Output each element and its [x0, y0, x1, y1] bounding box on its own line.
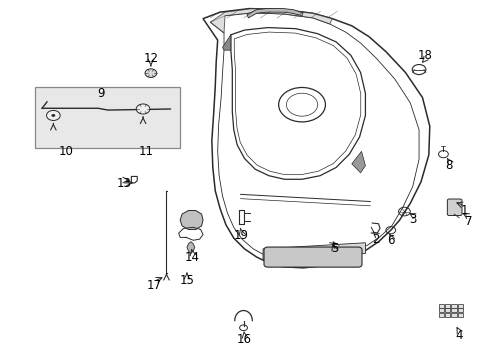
Circle shape — [136, 104, 150, 114]
Text: 13: 13 — [116, 177, 131, 190]
Bar — [457, 313, 462, 317]
Text: 1: 1 — [460, 204, 468, 217]
Text: 14: 14 — [184, 251, 200, 264]
Text: 7: 7 — [464, 215, 471, 228]
Bar — [438, 304, 443, 308]
Text: 8: 8 — [445, 159, 452, 172]
Polygon shape — [351, 151, 365, 173]
Bar — [444, 304, 449, 308]
Polygon shape — [186, 242, 194, 253]
Bar — [457, 309, 462, 312]
Polygon shape — [246, 9, 303, 18]
Polygon shape — [222, 35, 230, 50]
Bar — [35, 87, 180, 148]
Text: 4: 4 — [454, 329, 462, 342]
Text: 9: 9 — [97, 87, 104, 100]
Text: 19: 19 — [233, 229, 248, 242]
Circle shape — [46, 111, 60, 121]
Bar — [450, 313, 456, 317]
Polygon shape — [210, 9, 331, 33]
Text: 12: 12 — [143, 51, 158, 64]
Text: 16: 16 — [237, 333, 251, 346]
Circle shape — [145, 69, 157, 77]
Bar — [438, 309, 443, 312]
Text: 6: 6 — [386, 234, 394, 247]
FancyBboxPatch shape — [447, 199, 461, 216]
Circle shape — [51, 114, 55, 117]
Text: 3: 3 — [408, 213, 416, 226]
Polygon shape — [263, 243, 365, 259]
Bar — [444, 313, 449, 317]
Bar — [444, 309, 449, 312]
Text: 2: 2 — [372, 233, 379, 246]
FancyBboxPatch shape — [264, 247, 361, 267]
Text: 10: 10 — [59, 145, 74, 158]
Text: 5: 5 — [330, 242, 338, 255]
Text: 15: 15 — [179, 274, 194, 287]
Bar — [450, 309, 456, 312]
Polygon shape — [180, 211, 203, 229]
Text: 17: 17 — [146, 279, 162, 292]
Text: 18: 18 — [417, 49, 431, 62]
Text: 11: 11 — [138, 145, 153, 158]
Bar — [457, 304, 462, 308]
Bar — [450, 304, 456, 308]
Bar — [438, 313, 443, 317]
